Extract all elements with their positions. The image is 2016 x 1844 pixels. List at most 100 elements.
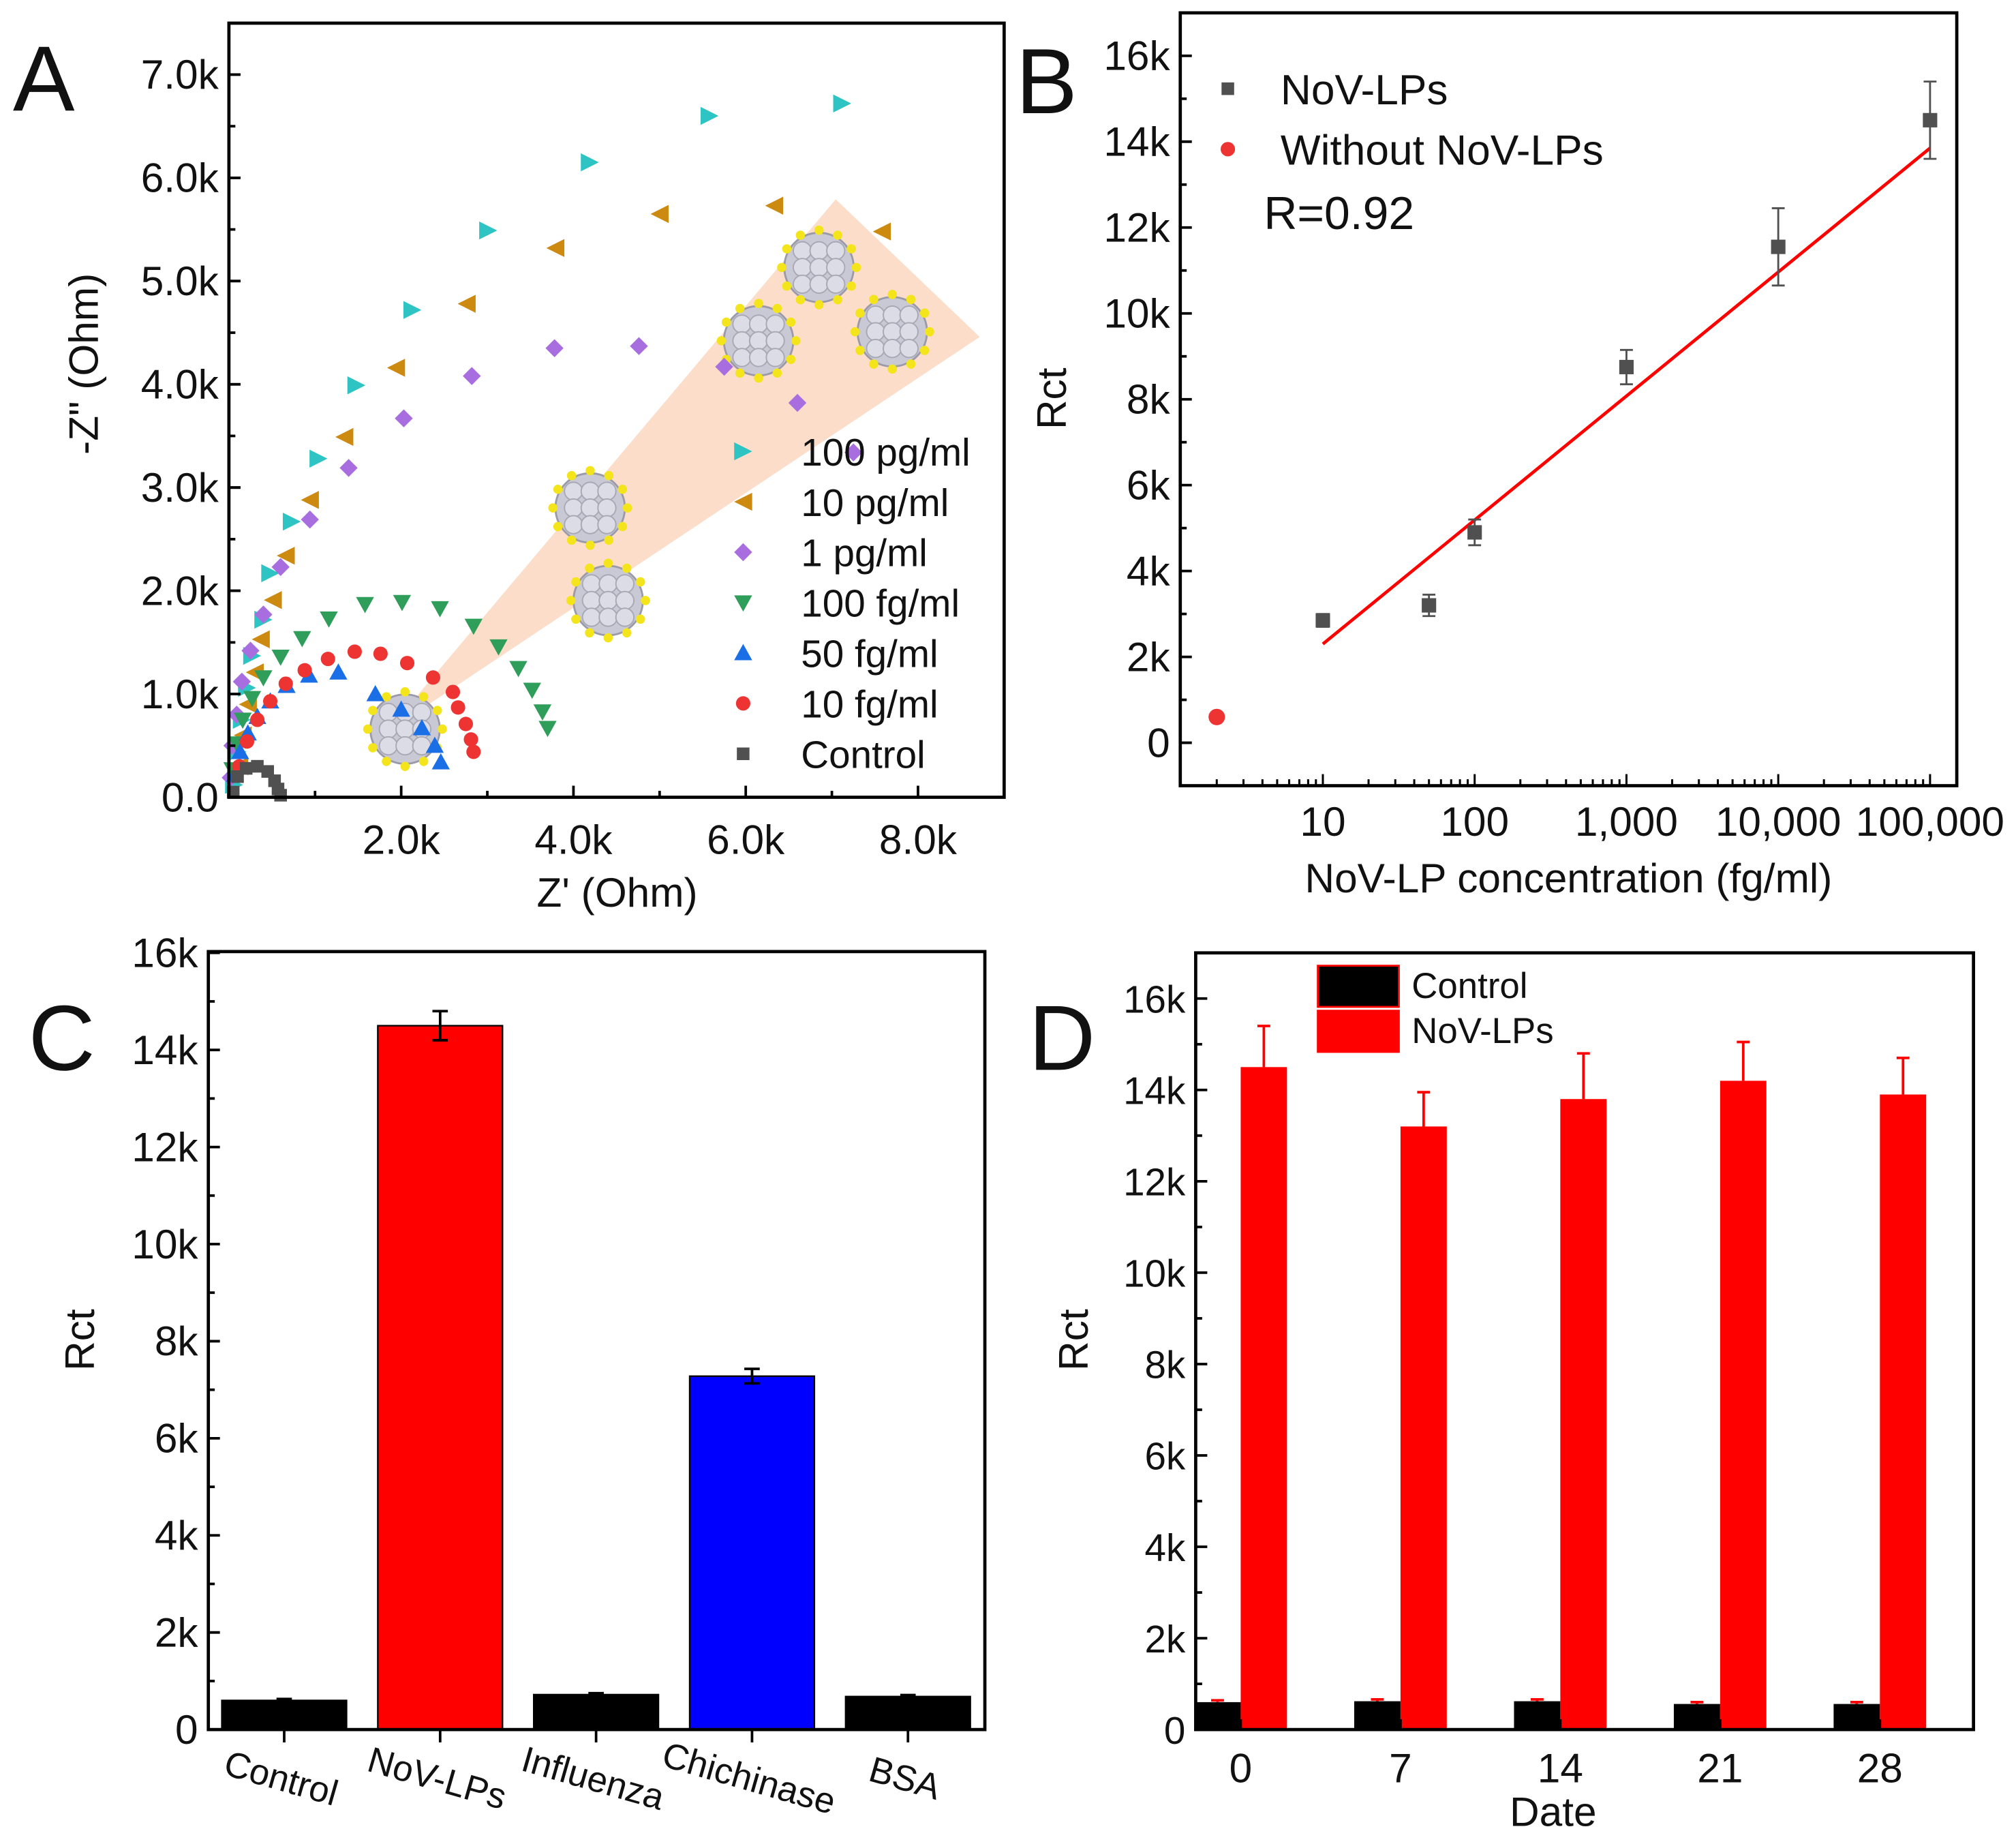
data-point — [463, 732, 478, 747]
data-point — [297, 663, 312, 678]
data-point — [700, 106, 719, 125]
legend-swatch — [1317, 965, 1400, 1008]
x-tick-label: NoV-LPs — [363, 1740, 511, 1817]
data-point — [254, 605, 273, 624]
virus-spike — [617, 522, 628, 532]
legend-label: NoV-LPs — [1411, 1011, 1553, 1051]
legend-marker — [737, 747, 750, 761]
error-bar — [1371, 1697, 1384, 1702]
x-tick-label: BSA — [865, 1749, 946, 1808]
y-tick-label: 12k — [1123, 1161, 1186, 1204]
legend-label: 10 pg/ml — [801, 481, 949, 524]
y-tick-label: 3.0k — [141, 464, 219, 511]
capsid-subunit — [826, 274, 846, 294]
data-point — [231, 742, 249, 759]
data-point — [250, 712, 265, 727]
error-bar — [744, 1367, 760, 1385]
capsid-subunit — [597, 515, 617, 534]
capsid-subunit — [765, 348, 785, 367]
virus-spike — [869, 294, 879, 305]
legend-label: NoV-LPs — [1281, 67, 1448, 114]
data-point — [538, 721, 557, 738]
bar — [221, 1699, 348, 1731]
capsid-subunit — [581, 607, 601, 627]
bar — [1400, 1126, 1447, 1730]
virus-spike — [851, 262, 861, 273]
data-point — [533, 704, 552, 721]
data-point — [431, 601, 449, 618]
y-tick-label: 16k — [132, 930, 198, 976]
y-tick-label: 2.0k — [141, 567, 219, 614]
virus-particle-icon — [716, 299, 801, 383]
x-tick-label: 28 — [1857, 1744, 1903, 1791]
x-tick-label: 10,000 — [1715, 798, 1842, 845]
virus-spike — [925, 327, 934, 337]
capsid-subunit — [581, 590, 601, 611]
data-point — [872, 222, 891, 241]
y-tick-label: 0.0 — [162, 774, 219, 820]
capsid-subunit — [793, 274, 812, 294]
virus-spike — [791, 336, 801, 346]
legend-label: 100 fg/ml — [801, 582, 960, 625]
capsid-subunit — [765, 331, 785, 351]
virus-spike — [887, 364, 898, 374]
data-point — [788, 393, 807, 412]
x-tick-label: 100,000 — [1856, 798, 2004, 845]
bar — [1354, 1701, 1401, 1730]
data-point — [274, 789, 287, 802]
virus-spike — [772, 368, 782, 378]
y-axis-label: Rct — [1050, 1309, 1097, 1371]
data-point — [545, 339, 564, 357]
y-tick-label: 4.0k — [141, 361, 219, 407]
data-point — [301, 491, 319, 509]
capsid-subunit — [899, 322, 919, 342]
bar — [1673, 1704, 1720, 1730]
plot-frame — [207, 950, 987, 1732]
bar — [377, 1025, 504, 1731]
y-tick-label: 4k — [155, 1512, 199, 1558]
capsid-subunit — [580, 481, 600, 501]
virus-spike — [754, 299, 763, 308]
data-point — [1208, 708, 1225, 725]
y-tick-label: 16k — [1123, 978, 1186, 1021]
data-point — [386, 359, 406, 377]
data-point — [546, 239, 565, 258]
data-point — [329, 663, 348, 680]
virus-spike — [585, 563, 594, 573]
data-point — [278, 676, 293, 691]
y-tick-label: 2k — [1145, 1618, 1186, 1661]
virus-spike — [735, 303, 745, 314]
virus-spike — [814, 300, 824, 309]
data-point — [412, 719, 431, 736]
virus-particle-icon — [548, 466, 632, 550]
signal-wedge — [386, 199, 980, 734]
capsid-subunit — [615, 607, 635, 627]
error-bar — [1850, 1701, 1863, 1704]
virus-spike — [906, 294, 916, 305]
y-tick-label: 14k — [1103, 119, 1170, 165]
virus-spike — [906, 359, 916, 369]
legend-label: 1 pg/ml — [801, 532, 928, 575]
virus-spike — [604, 470, 614, 481]
virus-spike — [777, 262, 786, 273]
legend-label: 100 pg/ml — [801, 431, 970, 474]
data-point — [347, 644, 362, 659]
y-tick-label: 4k — [1145, 1526, 1186, 1569]
capsid-subunit — [598, 590, 618, 611]
data-point — [251, 759, 264, 773]
y-tick-label: 1.0k — [141, 671, 219, 717]
data-point — [425, 736, 444, 753]
capsid-subunit — [748, 314, 769, 334]
data-point — [301, 510, 319, 529]
legend-marker — [734, 543, 752, 562]
virus-spike — [887, 290, 898, 299]
legend-label: Control — [1411, 966, 1527, 1006]
data-point — [335, 427, 354, 447]
capsid-subunit — [883, 322, 902, 342]
bar — [1560, 1099, 1607, 1730]
capsid-subunit — [378, 736, 398, 756]
data-point — [1315, 613, 1330, 628]
error-bar — [1530, 1697, 1544, 1702]
error-bar — [1417, 1091, 1431, 1127]
virus-spike — [850, 327, 860, 337]
